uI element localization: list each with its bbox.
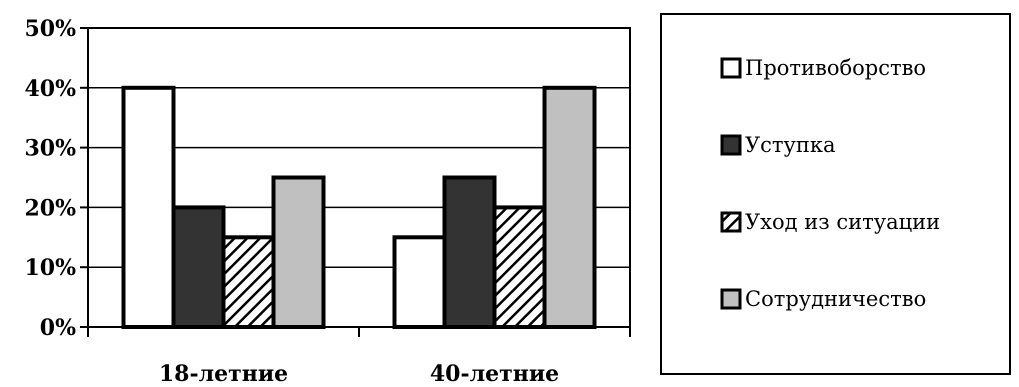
axes: 0% 10% 20% 30% 40% 50% 18-летние 40-летние [24,16,631,387]
legend-label: Уход из ситуации [745,210,940,234]
bar [392,235,447,329]
x-category-label: 18-летние [159,361,288,387]
bar [221,235,276,329]
legend-label: Сотрудничество [745,287,926,311]
y-tick-label: 40% [24,76,76,102]
y-tick-label: 30% [24,136,76,162]
x-category-label: 40-летние [430,361,559,387]
legend-swatch [720,134,742,156]
legend-swatch [720,288,742,310]
bar [121,85,176,329]
legend-box [660,13,1011,375]
legend-swatch [720,211,742,233]
y-tick-label: 0% [40,315,76,341]
legend: Противоборство Уступка Уход из ситуации Сот… [660,13,1011,375]
bar [542,85,597,329]
legend-swatch [720,57,742,79]
y-tick-label: 50% [24,16,76,42]
bar [271,175,326,329]
bar [442,175,497,329]
y-tick-label: 20% [24,195,76,221]
bar [492,205,547,329]
bar [171,205,226,329]
legend-label: Противоборство [745,56,926,80]
y-tick-label: 10% [24,255,76,281]
legend-label: Уступка [745,133,836,157]
